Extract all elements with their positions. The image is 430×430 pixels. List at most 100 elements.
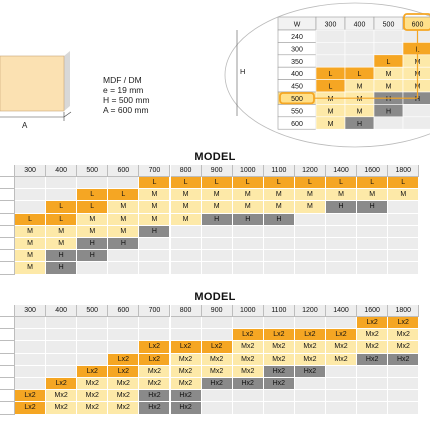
- inset-cell: [402, 29, 430, 43]
- table-cell: [46, 177, 78, 190]
- table-cell: H: [108, 238, 140, 251]
- table2-grid: 300 400 500 600 700 800 900 1000 1100 1200 1400 160…: [0, 305, 420, 415]
- table-cell: [46, 365, 78, 378]
- table-cell: Hx2: [170, 402, 202, 415]
- inset-cell-label: H: [357, 121, 362, 128]
- inset-row-label: 240: [291, 34, 303, 41]
- table-cell: Lx2: [170, 341, 202, 354]
- table-cell: Mx2: [232, 365, 264, 378]
- table-cell: [201, 402, 233, 415]
- column-header: 1400: [326, 165, 358, 177]
- inset-corner-label: W: [294, 22, 301, 29]
- table-cell: Mx2: [108, 378, 140, 391]
- table-cell: [201, 238, 233, 251]
- table-cell: Lx2: [108, 353, 140, 366]
- table-cell: [294, 378, 326, 391]
- inset-cell-label: H: [386, 108, 391, 115]
- table-cell: Mx2: [46, 390, 78, 403]
- inset-cell: [402, 104, 430, 118]
- column-header: 900: [201, 305, 233, 317]
- table-cell: Lx2: [77, 365, 109, 378]
- table-cell: [46, 329, 78, 342]
- table-cell: M: [15, 262, 47, 275]
- table-cell: H: [77, 238, 109, 251]
- table-cell: [232, 402, 264, 415]
- table-cell: [357, 238, 389, 251]
- table-cell: [46, 317, 78, 330]
- table-cell: [201, 329, 233, 342]
- table-cell: [15, 378, 47, 391]
- table-cell: M: [294, 189, 326, 202]
- table-cell: [46, 353, 78, 366]
- inset-row-label: 300: [291, 46, 303, 53]
- table-cell: L: [294, 177, 326, 190]
- inset-cell-label: M: [386, 84, 392, 91]
- table-cell: H: [139, 225, 171, 238]
- inset-cell-label: M: [386, 71, 392, 78]
- table-cell: [326, 317, 358, 330]
- table-cell: [170, 262, 202, 275]
- table-cell: [77, 353, 109, 366]
- table-cell: [201, 390, 233, 403]
- table-cell: M: [232, 189, 264, 202]
- table-cell: [15, 329, 47, 342]
- inset-column-label: 500: [383, 22, 395, 29]
- row-label: [0, 341, 15, 354]
- spec-material: MDF / DM: [103, 75, 142, 85]
- table-cell: [326, 250, 358, 263]
- dimension-label: A: [22, 121, 28, 130]
- table-cell: [15, 341, 47, 354]
- table-cell: [170, 329, 202, 342]
- column-header: 1100: [263, 165, 295, 177]
- table-cell: Mx2: [326, 341, 358, 354]
- inset-column-label: 600: [412, 22, 424, 29]
- table-cell: Mx2: [388, 329, 420, 342]
- table-cell: [294, 225, 326, 238]
- table-corner: [0, 165, 15, 177]
- table-cell: [388, 213, 420, 226]
- table-cell: [388, 250, 420, 263]
- table-cell: L: [170, 177, 202, 190]
- table-cell: [232, 390, 264, 403]
- table-cell: Lx2: [294, 329, 326, 342]
- table-cell: Mx2: [357, 341, 389, 354]
- inset-zoom: W300400500600240300L350LM400LLMM450LMMM5…: [224, 2, 430, 148]
- row-label: [0, 353, 15, 366]
- table-cell: [201, 262, 233, 275]
- table-cell: Lx2: [201, 341, 233, 354]
- spec-thickness: e = 19 mm: [103, 85, 144, 95]
- table-cell: [201, 250, 233, 263]
- column-header: 500: [77, 165, 109, 177]
- table-cell: [263, 250, 295, 263]
- table2-title: MODEL: [194, 291, 236, 303]
- row-label: [0, 213, 15, 226]
- table-cell: [15, 201, 47, 214]
- table-cell: Lx2: [15, 402, 47, 415]
- inset-column-label: 300: [325, 22, 337, 29]
- table-cell: [139, 262, 171, 275]
- table-cell: [46, 189, 78, 202]
- column-header: 1600: [357, 165, 389, 177]
- inset-cell-label: L: [329, 84, 333, 91]
- table-cell: [388, 402, 420, 415]
- table-cell: L: [357, 177, 389, 190]
- table-cell: [263, 262, 295, 275]
- table-cell: [139, 250, 171, 263]
- table-cell: [46, 341, 78, 354]
- table-cell: [294, 402, 326, 415]
- table-cell: Mx2: [326, 353, 358, 366]
- table-cell: Hx2: [201, 378, 233, 391]
- inset-cell: [344, 42, 375, 56]
- panel-face: [0, 55, 65, 112]
- row-label: [0, 177, 15, 190]
- inset-row-label: 400: [291, 71, 303, 78]
- column-header: 1400: [326, 305, 358, 317]
- table-cell: Lx2: [139, 341, 171, 354]
- table-cell: [232, 250, 264, 263]
- inset-cell-label: H: [415, 96, 420, 103]
- spec-width: A = 600 mm: [103, 105, 149, 115]
- table-cell: H: [77, 250, 109, 263]
- inset-row-label: 350: [291, 59, 303, 66]
- table-cell: L: [15, 213, 47, 226]
- table-cell: M: [170, 213, 202, 226]
